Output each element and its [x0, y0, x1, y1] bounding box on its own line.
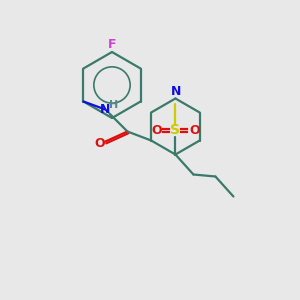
Text: S: S: [170, 124, 180, 137]
Text: N: N: [100, 103, 111, 116]
Text: O: O: [94, 137, 105, 150]
Text: O: O: [189, 124, 200, 137]
Text: N: N: [171, 85, 182, 98]
Text: H: H: [109, 100, 118, 110]
Text: O: O: [151, 124, 162, 137]
Text: F: F: [108, 38, 116, 52]
